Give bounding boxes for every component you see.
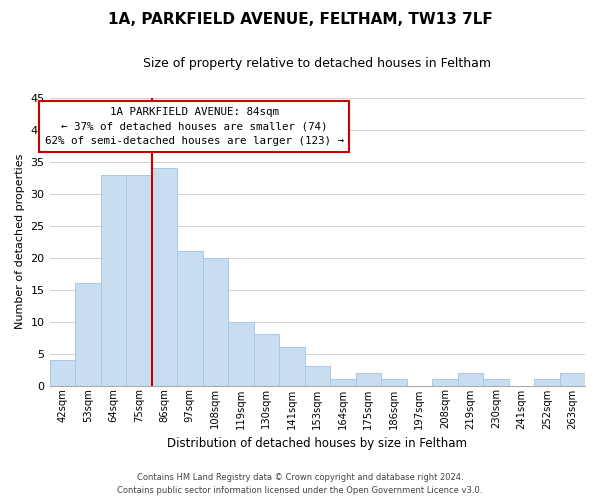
Bar bbox=[228, 322, 254, 386]
Bar bbox=[356, 372, 381, 386]
Y-axis label: Number of detached properties: Number of detached properties bbox=[15, 154, 25, 330]
Bar bbox=[75, 284, 101, 386]
Bar bbox=[560, 372, 585, 386]
Text: 1A PARKFIELD AVENUE: 84sqm
← 37% of detached houses are smaller (74)
62% of semi: 1A PARKFIELD AVENUE: 84sqm ← 37% of deta… bbox=[44, 106, 344, 146]
Bar bbox=[126, 174, 152, 386]
Bar bbox=[305, 366, 330, 386]
Bar bbox=[483, 379, 509, 386]
X-axis label: Distribution of detached houses by size in Feltham: Distribution of detached houses by size … bbox=[167, 437, 467, 450]
Bar bbox=[254, 334, 279, 386]
Text: 1A, PARKFIELD AVENUE, FELTHAM, TW13 7LF: 1A, PARKFIELD AVENUE, FELTHAM, TW13 7LF bbox=[107, 12, 493, 28]
Bar bbox=[203, 258, 228, 386]
Bar bbox=[279, 347, 305, 386]
Bar bbox=[381, 379, 407, 386]
Bar bbox=[177, 252, 203, 386]
Title: Size of property relative to detached houses in Feltham: Size of property relative to detached ho… bbox=[143, 58, 491, 70]
Bar bbox=[101, 174, 126, 386]
Bar bbox=[50, 360, 75, 386]
Bar bbox=[432, 379, 458, 386]
Bar bbox=[458, 372, 483, 386]
Bar bbox=[152, 168, 177, 386]
Bar bbox=[534, 379, 560, 386]
Bar bbox=[330, 379, 356, 386]
Text: Contains HM Land Registry data © Crown copyright and database right 2024.
Contai: Contains HM Land Registry data © Crown c… bbox=[118, 474, 482, 495]
